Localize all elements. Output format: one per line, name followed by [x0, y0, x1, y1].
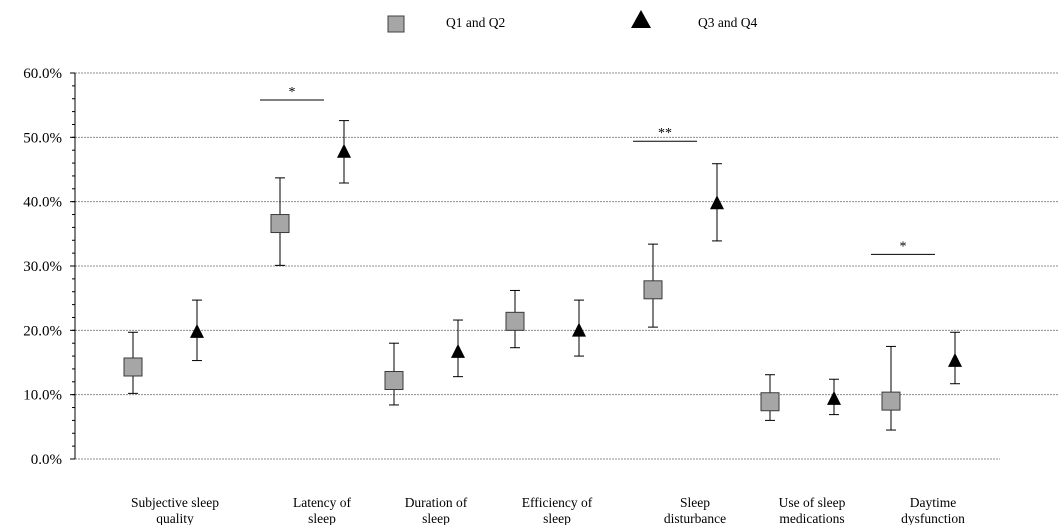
x-tick-label: Efficiency of sleep: [522, 495, 593, 525]
x-tick-label: Daytime dysfunction: [901, 495, 965, 525]
data-marks: [123, 120, 962, 431]
data-point-q3-q4: [572, 322, 586, 337]
data-point-q1-q2: [881, 391, 901, 411]
data-point-q1-q2: [505, 311, 525, 331]
x-axis-labels: Subjective sleep quality Latency of sleep Du…: [131, 495, 965, 525]
data-point-q3-q4: [710, 195, 724, 210]
y-tick-label: 10.0%: [23, 388, 62, 404]
significance-label: **: [658, 126, 672, 141]
gridlines: [75, 72, 1058, 460]
data-point-q3-q4: [948, 352, 962, 367]
y-tick-label: 50.0%: [23, 130, 62, 146]
y-tick-label: 20.0%: [23, 323, 62, 339]
y-tick-label: 40.0%: [23, 195, 62, 211]
data-point-q1-q2: [643, 280, 663, 300]
data-point-q1-q2: [760, 392, 780, 412]
significance-markers: ****: [260, 85, 935, 255]
significance-label: *: [289, 85, 296, 100]
significance-label: *: [900, 239, 907, 254]
x-tick-label: Latency of sleep: [293, 495, 352, 525]
y-tick-label: 60.0%: [23, 66, 62, 82]
data-point-q3-q4: [337, 143, 351, 158]
legend-label-q1-q2: Q1 and Q2: [446, 15, 505, 30]
data-point-q1-q2: [384, 371, 404, 391]
data-point-q3-q4: [451, 343, 465, 358]
data-point-q3-q4: [827, 390, 841, 405]
x-tick-label: Sleep disturbance: [664, 495, 726, 525]
data-point-q3-q4: [190, 323, 204, 338]
legend: Q1 and Q2 Q3 and Q4: [387, 10, 757, 33]
x-tick-label: Duration of sleep: [405, 495, 468, 525]
x-tick-label: Subjective sleep quality: [131, 495, 219, 525]
y-axis: 0.0% 10.0% 20.0% 30.0% 40.0% 50.0% 60.0%: [23, 66, 76, 468]
legend-marker-q1-q2: [387, 15, 405, 33]
legend-marker-q3-q4: [631, 10, 651, 28]
y-tick-label: 0.0%: [31, 452, 62, 468]
data-point-q1-q2: [123, 357, 143, 377]
data-point-q1-q2: [270, 214, 290, 234]
y-tick-label: 30.0%: [23, 259, 62, 275]
x-tick-label: Use of sleep medications: [779, 495, 846, 525]
legend-label-q3-q4: Q3 and Q4: [698, 15, 757, 30]
